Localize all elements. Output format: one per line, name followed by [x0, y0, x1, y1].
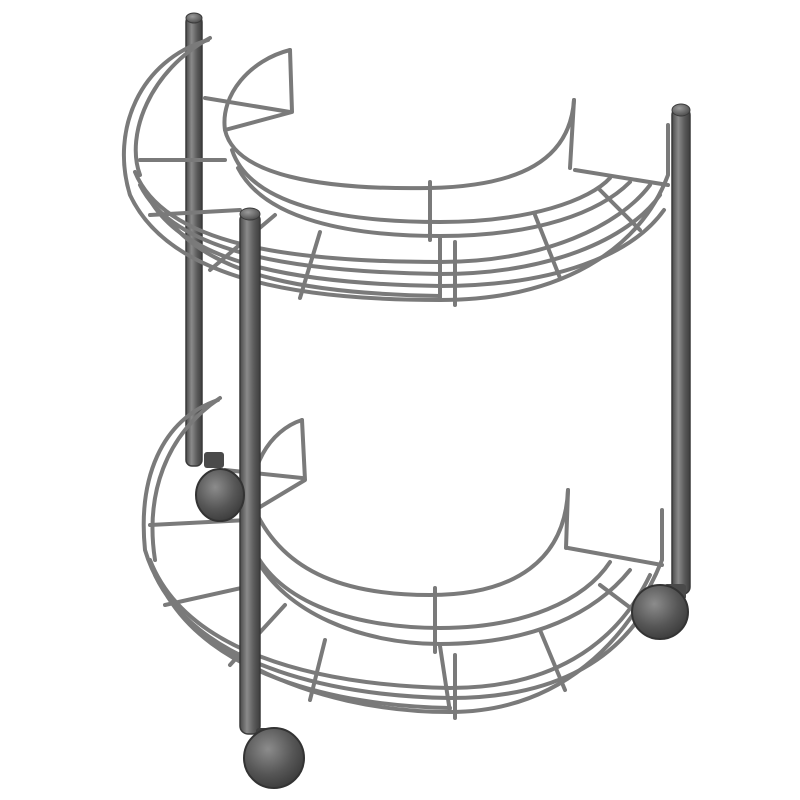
right-post [671, 103, 691, 595]
top-shelf [121, 36, 670, 307]
back-left-wheel [195, 452, 245, 522]
front-wheel [243, 727, 305, 789]
bottom-shelf [141, 396, 664, 720]
right-wheel [631, 584, 689, 640]
front-post [239, 207, 261, 735]
